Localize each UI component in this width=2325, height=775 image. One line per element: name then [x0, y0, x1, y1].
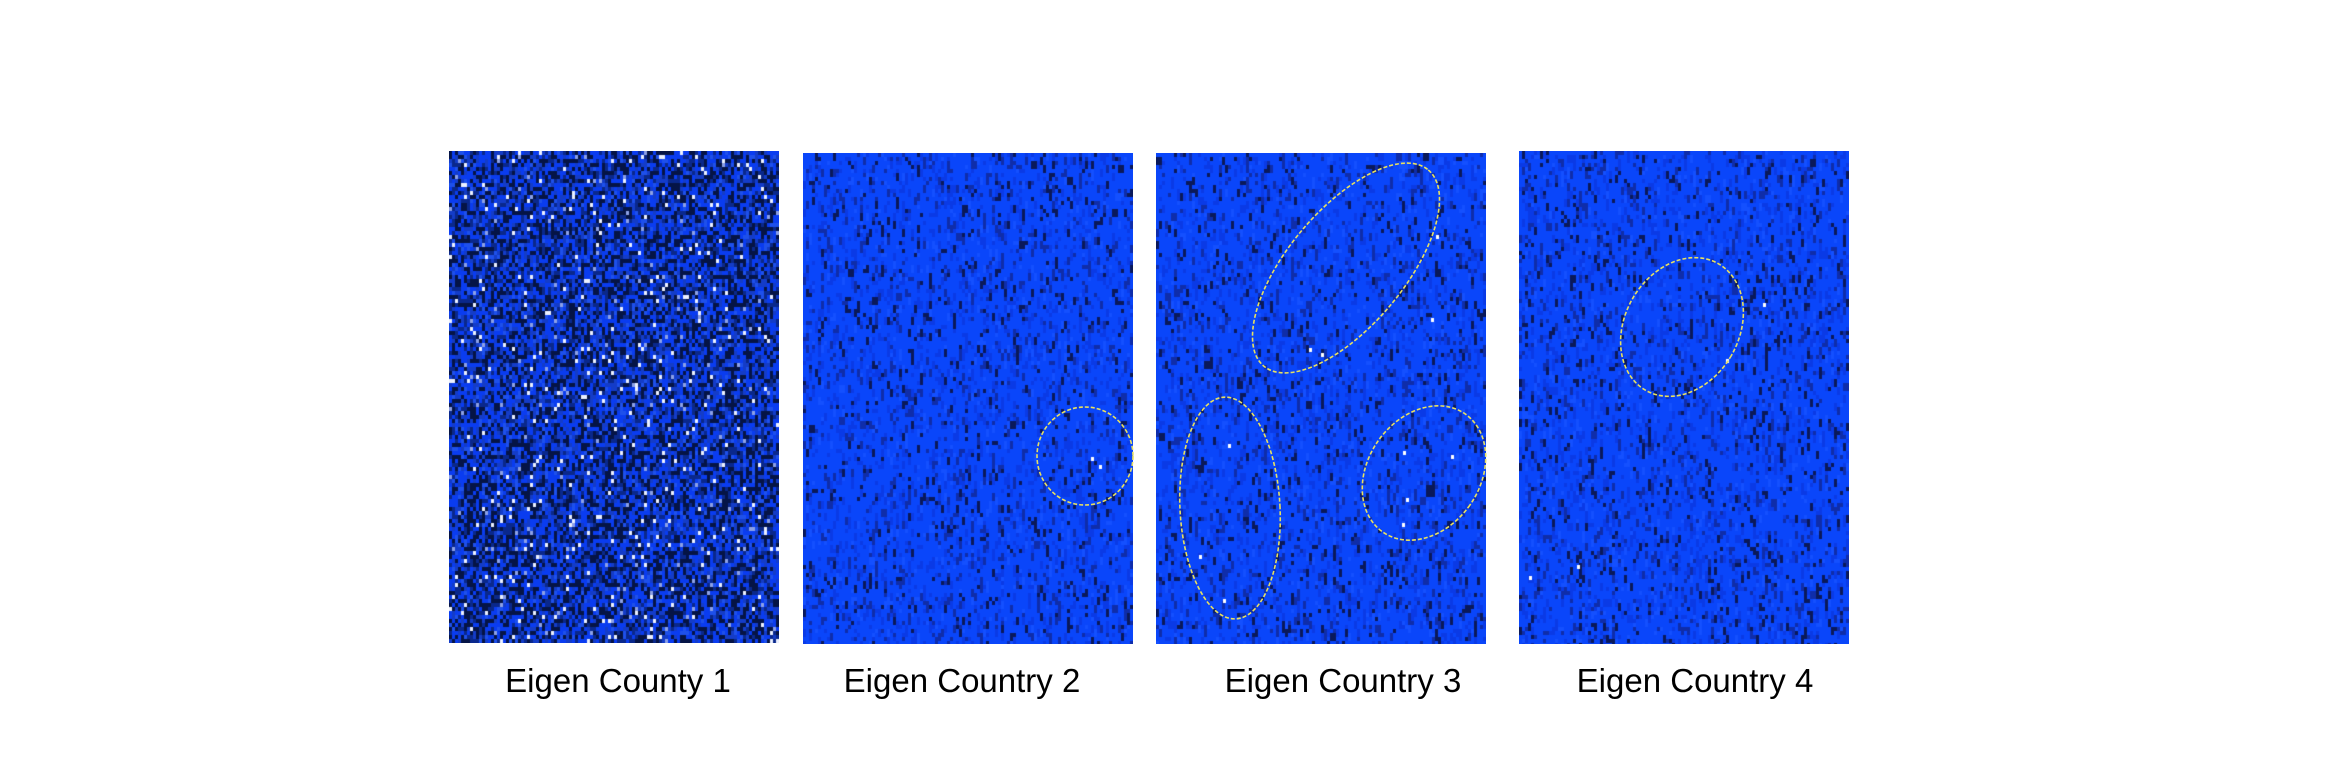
eigen-image-4: [1519, 151, 1849, 644]
eigen-image-panel-1: [449, 151, 779, 643]
highlight-ellipse: [1619, 256, 1745, 398]
highlight-ellipse: [1178, 396, 1282, 620]
eigen-image-1: [449, 151, 779, 643]
caption-eigen-county-1: Eigen County 1: [505, 662, 731, 699]
caption-eigen-country-2: Eigen Country 2: [843, 662, 1081, 699]
highlight-ellipse: [1361, 405, 1487, 541]
eigen-image-2: [803, 153, 1133, 644]
highlight-overlay-4: [1619, 256, 1745, 398]
highlight-overlay-3: [1178, 162, 1487, 620]
caption-eigen-country-3: Eigen Country 3: [1224, 662, 1462, 699]
eigen-image-panel-2: [803, 153, 1134, 644]
highlight-overlay-2: [1036, 406, 1134, 506]
eigen-image-panel-4: [1519, 151, 1849, 644]
highlight-ellipse: [1036, 406, 1134, 506]
eigen-image-3: [1156, 153, 1486, 644]
eigen-image-panel-3: [1156, 153, 1487, 644]
highlight-ellipse: [1251, 162, 1441, 374]
caption-eigen-country-4: Eigen Country 4: [1576, 662, 1814, 699]
